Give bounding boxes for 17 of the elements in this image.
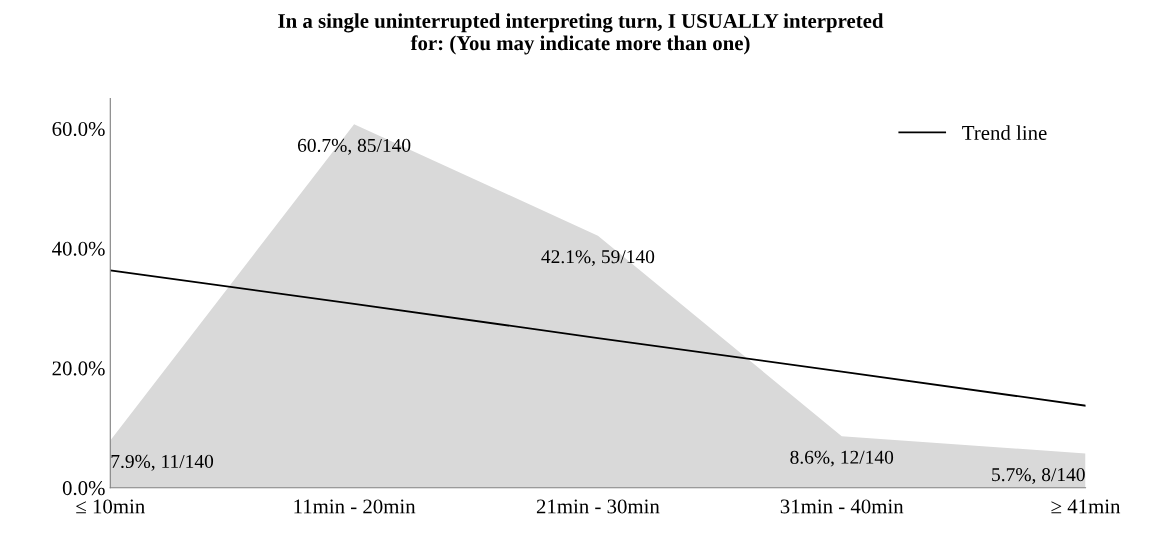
x-tick-label: 11min - 20min	[294, 499, 416, 514]
legend-label: Trend line	[962, 125, 1047, 140]
x-tick-label: ≥ 41min	[1051, 499, 1121, 514]
chart-title: In a single uninterrupted interpreting turn, I USUALLY interpreted for: (You may indicate more than one)	[278, 13, 884, 55]
data-label: 8.6%, 12/140	[790, 450, 894, 467]
y-tick-label: 60.0%	[52, 121, 105, 137]
y-tick-label: 20.0%	[52, 361, 105, 376]
x-tick-label: ≤ 10min	[76, 499, 145, 514]
x-tick-label: 31min - 40min	[780, 499, 904, 514]
data-label: 7.9%, 11/140	[111, 454, 214, 471]
x-tick-label: 21min - 30min	[536, 499, 660, 514]
y-tick-label: 40.0%	[52, 241, 105, 256]
line-series	[110, 269, 1086, 407]
data-label: 60.7%, 85/140	[297, 138, 411, 155]
data-label: 5.7%, 8/140	[992, 468, 1085, 484]
y-tick-label: 0.0%	[62, 481, 105, 496]
data-label: 42.1%, 59/140	[541, 250, 655, 267]
